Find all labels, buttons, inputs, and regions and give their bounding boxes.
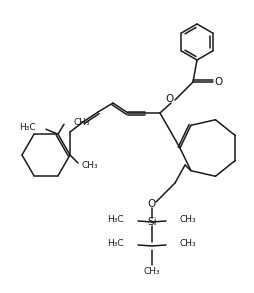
Text: CH₃: CH₃ bbox=[143, 267, 160, 275]
Text: CH₃: CH₃ bbox=[82, 161, 98, 169]
Text: H₃C: H₃C bbox=[107, 239, 123, 248]
Text: CH₃: CH₃ bbox=[179, 239, 196, 248]
Text: CH₃: CH₃ bbox=[74, 118, 90, 127]
Text: Si: Si bbox=[147, 217, 156, 227]
Text: O: O bbox=[165, 94, 173, 104]
Text: H₃C: H₃C bbox=[19, 123, 36, 132]
Text: CH₃: CH₃ bbox=[179, 215, 196, 224]
Text: O: O bbox=[214, 77, 222, 87]
Text: O: O bbox=[147, 199, 155, 209]
Text: H₃C: H₃C bbox=[107, 215, 123, 224]
